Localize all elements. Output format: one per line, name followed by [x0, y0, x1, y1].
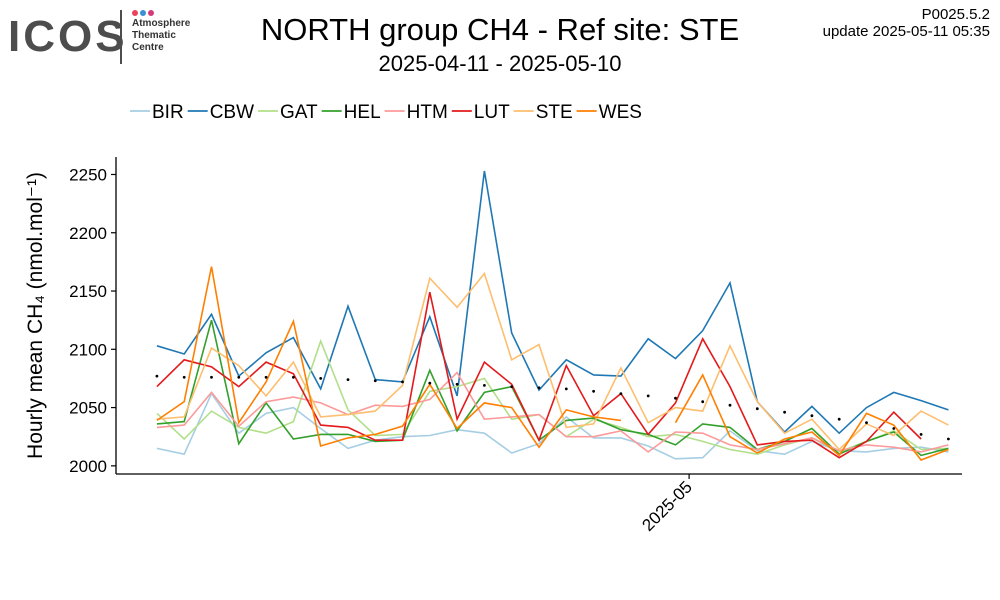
logo-dot	[140, 10, 146, 16]
reference-dot	[919, 433, 923, 436]
reference-dot	[237, 375, 241, 379]
reference-dot	[947, 437, 950, 441]
reference-dot	[810, 414, 814, 418]
series-line-cbw	[156, 170, 949, 435]
reference-dot	[728, 403, 732, 407]
reference-dot	[865, 421, 868, 425]
series-line-wes	[156, 266, 949, 461]
plot-area	[155, 170, 950, 461]
reference-dot	[646, 394, 650, 398]
reference-dot	[592, 389, 595, 393]
reference-dot	[892, 427, 896, 430]
legend: BIR CBW GAT HEL HTM LUT STE WES	[130, 102, 642, 123]
legend-label-bir: BIR	[152, 102, 184, 123]
reference-dot	[264, 375, 268, 379]
reference-dot	[401, 380, 404, 384]
reference-dot	[346, 378, 350, 381]
logo-dots-icon	[132, 10, 156, 16]
logo-subtitle: Atmosphere Thematic Centre	[132, 18, 190, 54]
reference-dot	[755, 407, 759, 411]
chart-title: NORTH group CH4 - Ref site: STE	[260, 12, 740, 47]
version-label: P0025.5.2	[921, 6, 990, 23]
reference-dot	[292, 375, 295, 379]
reference-dot	[155, 374, 159, 378]
reference-dot	[483, 384, 486, 387]
legend-label-hel: HEL	[344, 102, 381, 123]
axes: 2000 2050 2100 2150 2200 2250 2025-05 Hourly me…	[24, 157, 962, 535]
chart-subtitle: 2025-04-11 - 2025-05-10	[378, 51, 622, 76]
logo-wordmark: ICOS	[8, 12, 128, 61]
reference-dot	[428, 381, 432, 385]
series-line-gat	[156, 338, 949, 456]
logo-line: Atmosphere	[132, 18, 191, 29]
reference-dot	[510, 385, 514, 388]
series-line-hel	[156, 319, 949, 457]
legend-label-cbw: CBW	[210, 102, 254, 123]
logo-line: Centre	[132, 42, 164, 53]
logo-line: Thematic	[132, 30, 176, 41]
reference-dot	[319, 377, 323, 380]
icos-logo: ICOS Atmosphere Thematic Centre	[8, 10, 208, 66]
y-tick-label: 2000	[69, 457, 107, 476]
legend-label-lut: LUT	[474, 102, 510, 123]
reference-dot	[837, 417, 841, 421]
logo-dot	[132, 10, 138, 16]
y-tick-label: 2200	[69, 224, 107, 243]
reference-dot	[182, 375, 186, 379]
legend-label-wes: WES	[599, 102, 642, 123]
reference-dot	[564, 387, 568, 391]
reference-dot	[783, 410, 786, 414]
logo-dot	[148, 10, 154, 16]
x-tick-label: 2025-05	[638, 477, 696, 535]
y-tick-label: 2050	[69, 399, 107, 418]
reference-dot	[537, 386, 541, 390]
update-timestamp: update 2025-05-11 05:35	[822, 23, 990, 40]
y-tick-label: 2150	[69, 282, 107, 301]
reference-dot	[619, 392, 623, 395]
legend-label-ste: STE	[536, 102, 573, 123]
legend-label-htm: HTM	[407, 102, 448, 123]
legend-label-gat: GAT	[280, 102, 318, 123]
series-line-htm	[156, 371, 949, 453]
reference-dot	[455, 382, 459, 386]
series-line-ste	[156, 271, 949, 451]
reference-dot	[674, 396, 677, 400]
series-line-lut	[156, 292, 922, 459]
reference-dot	[701, 400, 705, 404]
logo-divider	[120, 10, 122, 64]
y-axis-label: Hourly mean CH₄ (nmol.mol⁻¹)	[24, 172, 47, 459]
y-tick-label: 2250	[69, 165, 107, 184]
version-info: P0025.5.2 update 2025-05-11 05:35	[823, 6, 990, 40]
reference-dot	[373, 379, 377, 383]
y-tick-label: 2100	[69, 340, 107, 359]
reference-dot	[210, 375, 213, 379]
